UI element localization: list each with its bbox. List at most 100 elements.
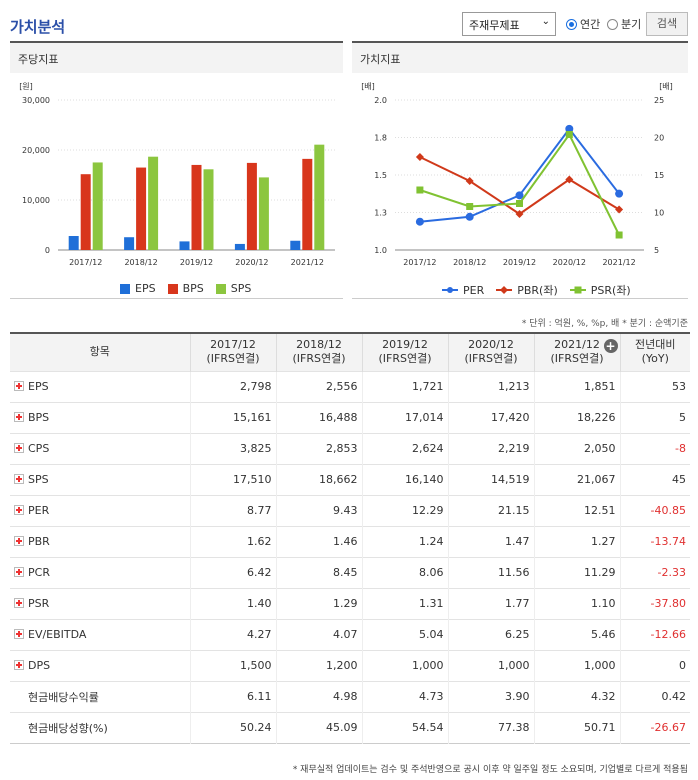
expand-plus-icon[interactable] xyxy=(14,629,24,639)
table-row: PER 8.77 9.43 12.29 21.15 12.51 -40.85 xyxy=(10,495,690,526)
point-psr[interactable] xyxy=(516,200,523,207)
header-year: 2018/12 xyxy=(296,338,342,352)
search-button[interactable]: 검색 xyxy=(646,12,688,36)
row-label-cell: 현금배당수익률 xyxy=(10,681,190,712)
legend-per[interactable]: PER xyxy=(442,284,484,297)
table-row: DPS 1,500 1,200 1,000 1,000 1,000 0 xyxy=(10,650,690,681)
bar-eps[interactable] xyxy=(290,240,301,250)
header-year: 2021/12 xyxy=(554,338,600,352)
value-cell: 4.73 xyxy=(361,681,448,712)
radio-annual-label: 연간 xyxy=(580,18,601,31)
value-cell: 18,662 xyxy=(275,464,362,495)
point-per[interactable] xyxy=(565,124,574,133)
row-label-cell[interactable]: PBR xyxy=(10,526,190,557)
add-period-icon[interactable]: + xyxy=(603,339,618,353)
x-tick-label: 2017/12 xyxy=(69,258,102,267)
bar-bps[interactable] xyxy=(136,167,147,250)
legend-bps[interactable]: BPS xyxy=(167,282,204,295)
header-yoy-sub: (YoY) xyxy=(641,352,669,366)
radio-annual[interactable]: 연간 xyxy=(566,16,600,32)
row-label-cell[interactable]: EV/EBITDA xyxy=(10,619,190,650)
yoy-cell: -13.74 xyxy=(619,526,690,557)
expand-plus-icon[interactable] xyxy=(14,536,24,546)
value-cell: 4.27 xyxy=(189,619,276,650)
bar-bps[interactable] xyxy=(80,174,91,250)
legend-sps[interactable]: SPS xyxy=(215,282,251,295)
bar-sps[interactable] xyxy=(314,144,325,250)
point-pbr[interactable] xyxy=(565,175,574,184)
bar-eps[interactable] xyxy=(179,241,190,250)
legend-eps[interactable]: EPS xyxy=(120,282,156,295)
table-row: BPS 15,161 16,488 17,014 17,420 18,226 5 xyxy=(10,402,690,433)
row-label-cell[interactable]: DPS xyxy=(10,650,190,681)
legend-label: PSR(좌) xyxy=(590,284,631,297)
radio-checked-icon xyxy=(566,18,577,30)
point-psr[interactable] xyxy=(466,203,474,210)
value-cell: 8.06 xyxy=(361,557,448,588)
expand-plus-icon[interactable] xyxy=(14,412,24,422)
value-cell: 9.43 xyxy=(275,495,362,526)
row-label: PER xyxy=(28,504,50,517)
point-pbr[interactable] xyxy=(415,153,424,161)
header-year: 2017/12 xyxy=(210,338,256,352)
header-period: 2019/12 (IFRS연결) xyxy=(361,333,448,371)
bar-eps[interactable] xyxy=(124,237,135,250)
row-label-cell[interactable]: BPS xyxy=(10,402,190,433)
point-per[interactable] xyxy=(515,191,524,200)
yoy-cell: 53 xyxy=(619,371,690,402)
statement-type-select[interactable]: 주재무제표 ⌄ xyxy=(462,12,556,36)
y-tick-label-left: 1.5 xyxy=(374,171,387,180)
value-cell: 2,050 xyxy=(533,433,620,464)
bar-eps[interactable] xyxy=(234,243,245,250)
point-psr[interactable] xyxy=(615,231,623,239)
bar-bps[interactable] xyxy=(246,162,257,250)
expand-plus-icon[interactable] xyxy=(14,598,24,608)
bar-sps[interactable] xyxy=(92,162,103,250)
radio-quarter[interactable]: 분기 xyxy=(607,16,641,32)
expand-plus-icon[interactable] xyxy=(14,443,24,453)
legend-pbr[interactable]: PBR(좌) xyxy=(496,282,558,298)
bar-bps[interactable] xyxy=(302,158,313,250)
legend-psr[interactable]: PSR(좌) xyxy=(569,282,631,298)
line-marker-icon xyxy=(569,286,586,294)
legend-label: BPS xyxy=(182,282,204,295)
value-cell: 2,624 xyxy=(361,433,448,464)
bar-sps[interactable] xyxy=(148,156,159,250)
row-label: PCR xyxy=(28,566,50,579)
bar-sps[interactable] xyxy=(203,169,214,250)
point-psr[interactable] xyxy=(565,131,573,138)
bar-sps[interactable] xyxy=(258,177,269,250)
row-label-cell[interactable]: CPS xyxy=(10,433,190,464)
point-pbr[interactable] xyxy=(465,177,474,185)
point-per[interactable] xyxy=(415,217,424,226)
point-per[interactable] xyxy=(465,212,474,221)
row-label-cell[interactable]: PCR xyxy=(10,557,190,588)
row-label-cell[interactable]: SPS xyxy=(10,464,190,495)
bar-bps[interactable] xyxy=(191,164,202,250)
expand-plus-icon[interactable] xyxy=(14,381,24,391)
legend-swatch xyxy=(120,283,130,294)
point-pbr[interactable] xyxy=(515,210,524,218)
expand-plus-icon[interactable] xyxy=(14,505,24,515)
bar-eps[interactable] xyxy=(68,236,79,250)
x-tick-label: 2020/12 xyxy=(553,258,586,267)
row-label-cell[interactable]: EPS xyxy=(10,371,190,402)
value-cell: 16,140 xyxy=(361,464,448,495)
expand-plus-icon[interactable] xyxy=(14,567,24,577)
y-tick-label: 30,000 xyxy=(22,96,50,105)
yoy-cell: 45 xyxy=(619,464,690,495)
value-cell: 6.11 xyxy=(189,681,276,712)
point-per[interactable] xyxy=(615,189,624,198)
row-label-cell[interactable]: PER xyxy=(10,495,190,526)
expand-plus-icon[interactable] xyxy=(14,660,24,670)
radio-unchecked-icon xyxy=(607,18,618,30)
value-cell: 14,519 xyxy=(447,464,534,495)
row-label-cell[interactable]: PSR xyxy=(10,588,190,619)
y-tick-label-right: 15 xyxy=(654,171,664,180)
bar-legend: EPS BPS SPS xyxy=(120,282,251,295)
expand-plus-icon[interactable] xyxy=(14,474,24,484)
value-cell: 21.15 xyxy=(447,495,534,526)
value-cell: 1,000 xyxy=(361,650,448,681)
point-pbr[interactable] xyxy=(615,205,624,214)
point-psr[interactable] xyxy=(416,186,424,194)
